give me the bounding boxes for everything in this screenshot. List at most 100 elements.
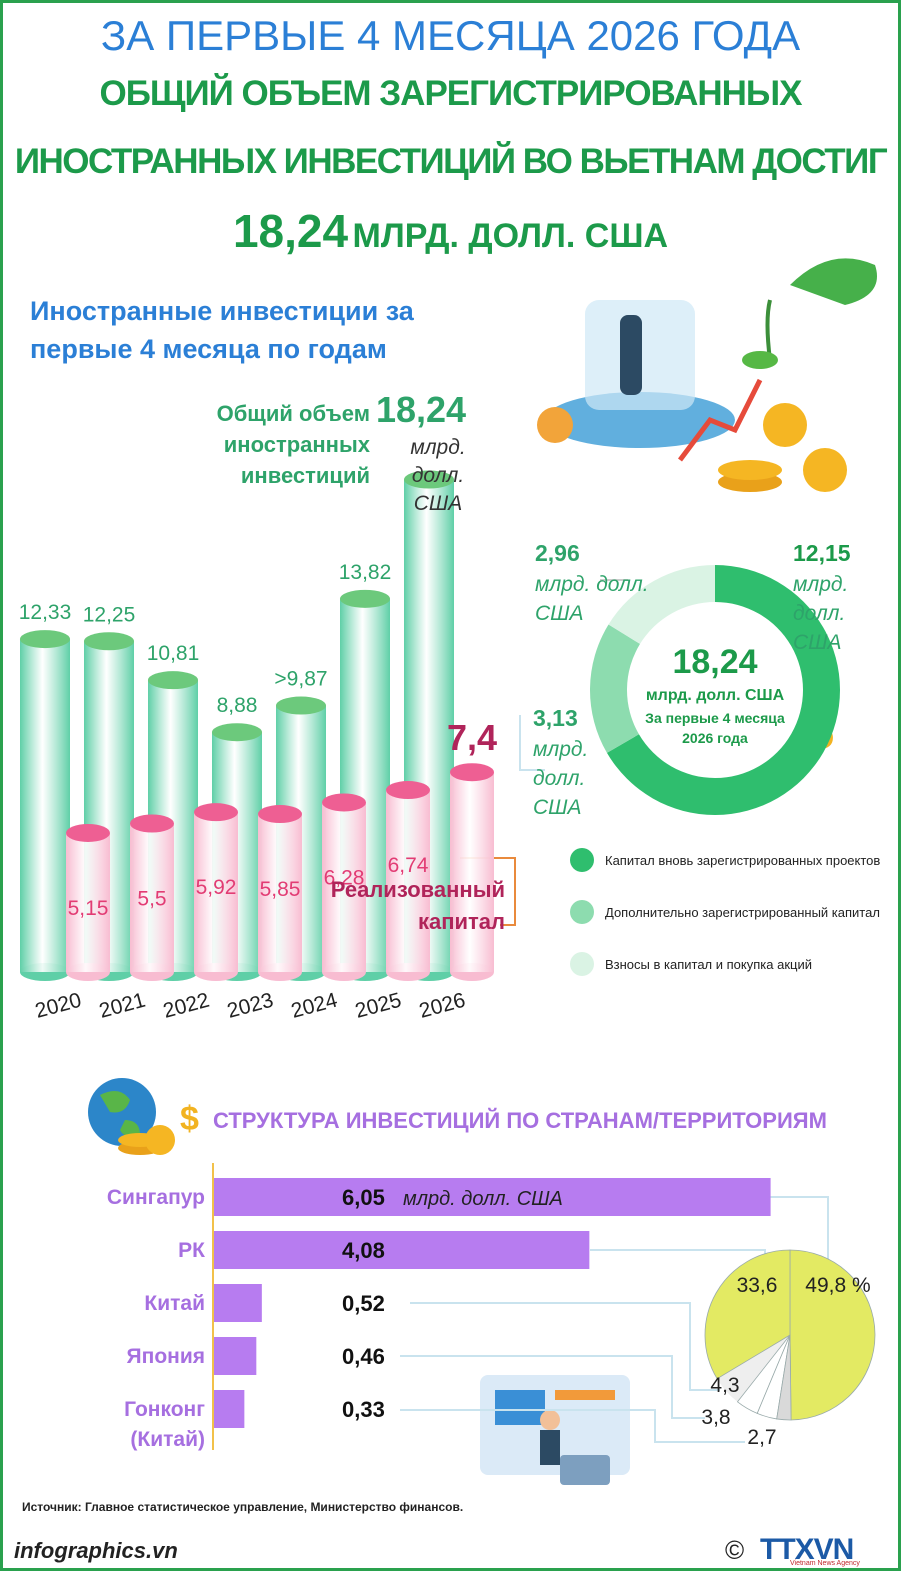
category-label: Гонконг (Китай) (124, 1398, 205, 1451)
cylinder (450, 772, 494, 972)
cylinder (66, 832, 110, 972)
value-label: >9,87 (274, 668, 327, 691)
donut-center-value: 18,24 (672, 643, 757, 681)
value-label: 5,85 (260, 878, 301, 901)
cylinder (130, 823, 174, 972)
category-label: Япония (126, 1345, 205, 1368)
x-tick-label: 2023 (225, 989, 276, 1023)
donut-value-label: 3,13 (533, 705, 578, 731)
value-label: 13,82 (339, 561, 392, 584)
header-line2: ОБЩИЙ ОБЪЕМ ЗАРЕГИСТРИРОВАННЫХ (99, 74, 802, 113)
pie-label: 49,8 % (805, 1274, 870, 1297)
bar (214, 1284, 262, 1322)
illustration-analyst (480, 1375, 630, 1485)
header-total: 18,24 (232, 205, 349, 257)
donut-value-label: 2,96 (535, 540, 580, 566)
cylinder-cap (450, 763, 494, 782)
value-label: 5,92 (196, 876, 237, 899)
pie-label: 2,7 (747, 1426, 776, 1449)
pie-slice (776, 1334, 792, 1421)
cylinder (386, 790, 430, 972)
cylinder (258, 814, 302, 972)
value-label: 12,33 (19, 601, 72, 624)
cylinder-cap (322, 793, 366, 812)
unit-label: млрд. долл. США (403, 1188, 563, 1210)
svg-text:$: $ (180, 1100, 199, 1138)
cylinder (194, 812, 238, 972)
value-label: 6,28 (324, 866, 365, 889)
value-label: 0,33 (342, 1397, 385, 1422)
donut-unit-label: млрд. долл. США (793, 573, 849, 654)
x-tick-label: 2020 (33, 989, 84, 1023)
value-label: 5,5 (137, 888, 166, 911)
bar (214, 1231, 590, 1269)
header-line3: ИНОСТРАННЫХ ИНВЕСТИЦИЙ ВО ВЬЕТНАМ ДОСТИГ (14, 142, 888, 181)
cylinder-cap (66, 823, 110, 842)
header-unit: МЛРД. ДОЛЛ. США (352, 217, 669, 255)
site: infographics.vn (14, 1538, 178, 1563)
value-label: 6,74 (388, 854, 429, 877)
cylinder-cap (404, 470, 454, 489)
x-tick-label: 2025 (353, 989, 404, 1023)
legend-swatch (570, 900, 594, 924)
x-tick-label: 2022 (161, 989, 212, 1023)
chart-title: СТРУКТУРА ИНВЕСТИЦИЙ ПО СТРАНАМ/ТЕРРИТОР… (213, 1108, 827, 1133)
value-label: 4,08 (342, 1238, 385, 1263)
value-label: 0,52 (342, 1291, 385, 1316)
pie-label: 4,3 (710, 1374, 739, 1397)
series-name: Реализованный капитал (330, 877, 505, 934)
cylinder-cap (84, 632, 134, 651)
source: Источник: Главное статистическое управле… (22, 1500, 464, 1514)
value-label: 8,88 (217, 694, 258, 717)
cylinder (20, 639, 70, 972)
donut-unit-label: млрд. долл. США (533, 738, 589, 819)
legend-label: Дополнительно зарегистрированный капитал (605, 905, 880, 920)
bar (214, 1390, 245, 1428)
pie-slice (704, 1249, 791, 1380)
cylinder-cap (386, 781, 430, 800)
unit-label: млрд. долл. США (410, 436, 466, 515)
cylinder-cap (258, 805, 302, 824)
header-total-row: 18,24 МЛРД. ДОЛЛ. США (0, 204, 901, 258)
pie-slice (789, 1249, 876, 1421)
value-label: 7,4 (447, 717, 497, 758)
cylinder-cap (340, 589, 390, 608)
series-name: Общий объем иностранных инвестиций (216, 401, 370, 488)
bar (214, 1178, 771, 1216)
donut-segment (608, 565, 715, 644)
donut-unit-label: млрд. долл. США (535, 573, 649, 625)
header-line1: ЗА ПЕРВЫЕ 4 МЕСЯЦА 2026 ГОДА (100, 12, 801, 59)
illustration-growth (537, 258, 877, 492)
category-label: Сингапур (106, 1186, 205, 1209)
donut-segment (606, 565, 840, 815)
category-label: РК (178, 1239, 205, 1262)
legend-label: Взносы в капитал и покупка акций (605, 957, 812, 972)
donut-center-unit: млрд. долл. США (646, 687, 785, 704)
donut-center-note: За первые 4 месяца 2026 года (645, 710, 785, 746)
cylinder-cap (194, 803, 238, 822)
value-label: 5,15 (68, 897, 109, 920)
value-label: 12,25 (83, 603, 136, 626)
pie-label: 3,8 (701, 1406, 730, 1429)
x-tick-label: 2024 (289, 988, 340, 1022)
agency-sub: Vietnam News Agency (790, 1560, 860, 1567)
category-label: Китай (144, 1292, 205, 1315)
chart-title: Иностранные инвестиции за первые 4 месяц… (30, 296, 414, 364)
value-label: 0,46 (342, 1344, 385, 1369)
x-tick-label: 2021 (97, 989, 148, 1023)
legend-swatch (570, 848, 594, 872)
value-label: 10,81 (147, 642, 200, 665)
value-label: 18,24 (376, 389, 466, 430)
copyright: © (725, 1535, 745, 1565)
cylinder-cap (276, 696, 326, 715)
x-tick-label: 2026 (417, 989, 468, 1023)
cylinder-cap (20, 630, 70, 649)
cylinder-cap (212, 723, 262, 742)
agency-logo: TTXVN (760, 1533, 854, 1566)
cylinder (322, 802, 366, 972)
cylinder-cap (130, 814, 174, 833)
donut-segment (590, 624, 641, 753)
